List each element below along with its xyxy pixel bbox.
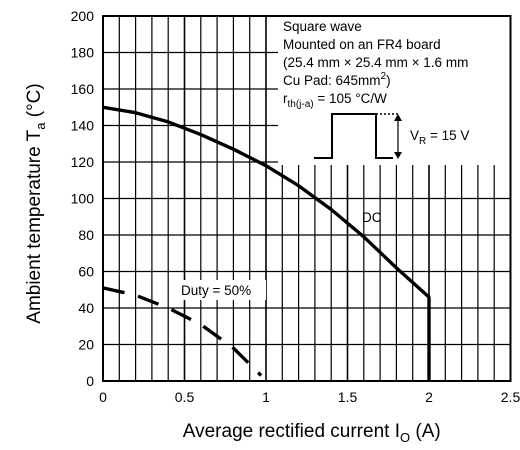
y-tick-label: 80 (78, 227, 94, 243)
y-tick-label: 0 (86, 373, 94, 389)
x-tick-label: 0 (99, 389, 107, 405)
label-duty-background (178, 280, 266, 300)
plot-border (102, 15, 512, 382)
x-tick-label: 1.5 (338, 389, 358, 405)
x-tick-label: 1 (262, 389, 270, 405)
y-tick-label: 120 (71, 154, 95, 170)
y-tick-label: 20 (78, 337, 94, 353)
vr-arrow-head-up (394, 114, 402, 121)
vr-label: VR = 15 V (410, 128, 469, 147)
label-dc: DC (362, 210, 382, 225)
label-duty: Duty = 50% (181, 283, 251, 298)
annotation-box-background (278, 17, 510, 165)
waveform-pulse (314, 113, 393, 159)
y-axis-label: Ambient temperature Ta (°C) (24, 83, 48, 323)
series-dc-line (102, 105, 431, 381)
tick-labels: 0 0.5 1 1.5 2 2.5 0 20 40 60 80 100 120 140 160 180 200 (71, 8, 520, 405)
annotation-line-3: (25.4 mm × 25.4 mm × 1.6 mm (283, 55, 468, 70)
y-tick-label: 60 (78, 264, 94, 280)
series-group (102, 105, 431, 381)
y-tick-label: 100 (71, 191, 95, 207)
y-tick-label: 180 (71, 45, 95, 61)
y-tick-label: 40 (78, 300, 94, 316)
x-axis-label: Average rectified current IO (A) (183, 421, 441, 445)
series-duty-50-line (102, 286, 263, 377)
annotation-box: Square wave Mounted on an FR4 board (25.… (278, 17, 510, 165)
y-tick-label: 200 (71, 8, 95, 24)
annotation-line-2: Mounted on an FR4 board (283, 37, 441, 52)
annotation-line-1: Square wave (283, 19, 362, 34)
y-tick-label: 160 (71, 81, 95, 97)
annotation-line-5: rth(j-a) = 105 °C/W (283, 91, 387, 110)
x-tick-label: 0.5 (175, 389, 195, 405)
x-tick-label: 2.5 (501, 389, 520, 405)
annotation-line-4: Cu Pad: 645mm2) (283, 71, 391, 88)
x-tick-label: 2 (425, 389, 433, 405)
y-tick-label: 140 (71, 118, 95, 134)
vr-arrow-head-down (394, 152, 402, 159)
